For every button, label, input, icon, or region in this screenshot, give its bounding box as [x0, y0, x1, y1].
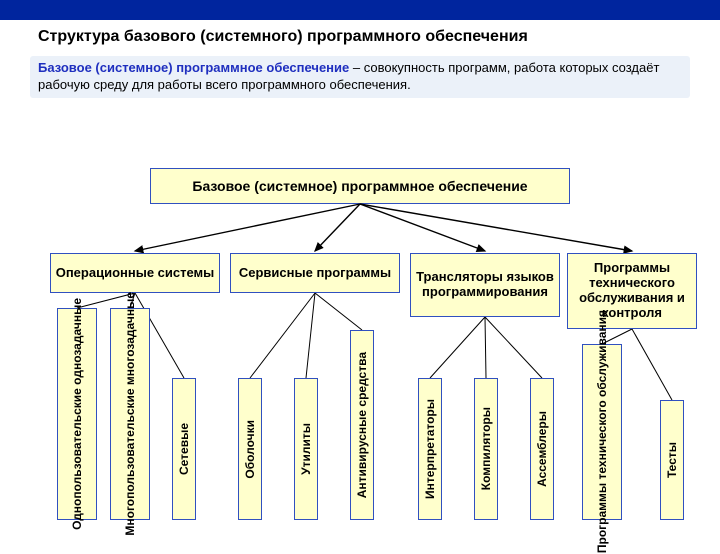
category-node: Программы технического обслуживания и ко… [567, 253, 697, 329]
category-node: Операционные системы [50, 253, 220, 293]
definition-block: Базовое (системное) программное обеспече… [30, 56, 690, 98]
leaf-node: Многопользовательские многозадачные [110, 308, 150, 520]
leaf-node: Антивирусные средства [350, 330, 374, 520]
leaf-node: Однопользовательские однозадачные [57, 308, 97, 520]
leaf-node: Оболочки [238, 378, 262, 520]
leaf-node: Утилиты [294, 378, 318, 520]
definition-term: Базовое (системное) программное обеспече… [38, 60, 349, 75]
leaf-node: Интерпретаторы [418, 378, 442, 520]
leaf-node: Тесты [660, 400, 684, 520]
leaf-node: Сетевые [172, 378, 196, 520]
leaf-node: Ассемблеры [530, 378, 554, 520]
root-node: Базовое (системное) программное обеспече… [150, 168, 570, 204]
leaf-node: Программы технического обслуживания [582, 344, 622, 520]
top-bar [0, 0, 720, 20]
page-title: Структура базового (системного) программ… [0, 20, 720, 52]
category-node: Трансляторы языков программирования [410, 253, 560, 317]
category-node: Сервисные программы [230, 253, 400, 293]
leaf-node: Компиляторы [474, 378, 498, 520]
root-label: Базовое (системное) программное обеспече… [192, 178, 527, 194]
